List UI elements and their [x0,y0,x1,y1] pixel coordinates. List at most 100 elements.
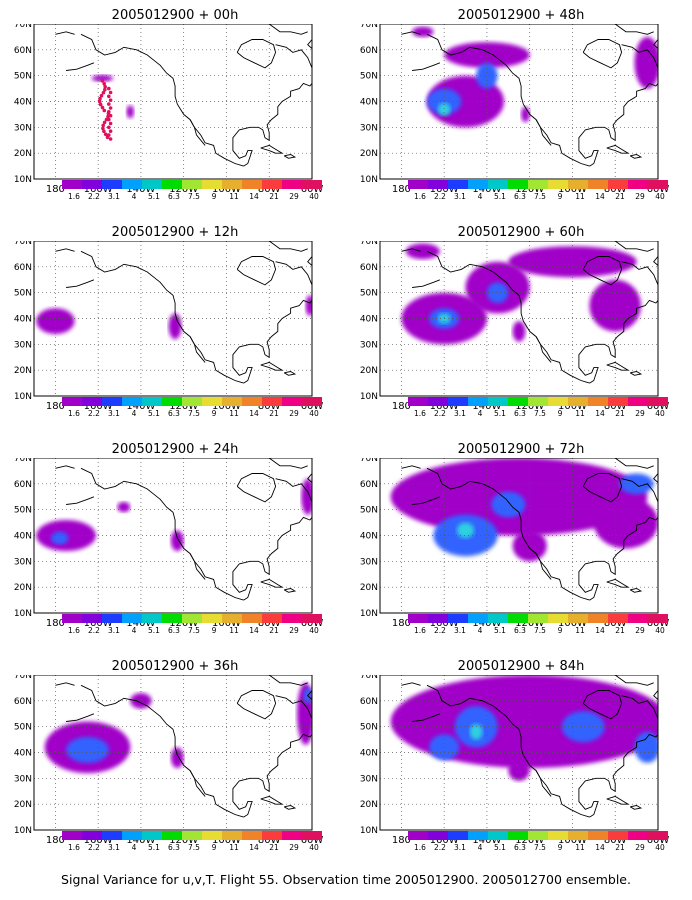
colorbar-swatch [122,831,143,840]
colorbar: 1.6 2.2 3.1 4 5.1 6.3 7.5 9 11 14 21 29 40 [62,397,322,418]
colorbar-swatch [62,397,83,406]
panel-title: 2005012900 + 60h [457,225,585,240]
coastline [236,473,277,503]
variance-region [491,491,526,518]
lon-tick-label: 160W [430,184,459,195]
variance-region [91,74,114,82]
coastline [268,241,308,252]
colorbar-label: 29 [289,409,299,418]
map-plot: 10N 20N 30N 40N 50N 60N 70N 180 160W 140W 120W 100W… [360,458,670,629]
lon-tick-label: 80W [604,401,627,412]
variance-region [437,102,451,116]
variance-region [66,737,109,763]
lon-tick-label: 100W [558,401,587,412]
colorbar-label: 40 [309,192,319,201]
colorbar-swatch [408,180,429,189]
coastline [535,336,552,363]
plot-frame [379,241,659,397]
colorbar-label: 6.3 [168,409,180,418]
coastline [275,478,312,503]
colorbar-swatch [428,397,449,406]
coastline [236,39,277,69]
observation-dot [97,99,102,104]
colorbar-swatch [628,614,649,623]
map-panel: 2005012900 + 36h 10N 20N 30N 40N 50N 60N 70N 180… [10,659,340,874]
colorbar-label: 2.2 [88,192,100,201]
lon-tick-label: 160W [430,618,459,629]
colorbar-label: 40 [309,409,319,418]
plot-frame [33,24,313,180]
colorbar-label: 4 [132,409,137,418]
observation-dot [107,86,111,91]
colorbar-label: 3.1 [108,626,120,635]
panel-title: 2005012900 + 12h [111,225,239,240]
lon-tick-label: 60W [647,618,670,629]
colorbar-label: 21 [269,843,279,852]
observation-dot [101,123,105,128]
colorbar-label: 2.2 [434,192,446,201]
lon-tick-label: 140W [126,835,155,846]
colorbar-label: 11 [229,409,239,418]
coastline [189,770,206,797]
lat-tick-label: 40N [14,98,32,108]
coastline [629,371,643,376]
lat-tick-label: 40N [360,532,378,542]
colorbar-swatch [222,614,243,623]
colorbar-swatch [468,180,489,189]
colorbar-label: 1.6 [414,192,426,201]
lat-tick-label: 10N [14,175,32,185]
plot-frame [379,24,659,180]
coastline [426,467,590,601]
colorbar-label: 29 [635,409,645,418]
lat-tick-label: 40N [360,98,378,108]
variance-region [634,731,658,763]
colorbar-swatch [102,614,123,623]
coastline [629,154,643,159]
colorbar-label: 14 [249,626,259,635]
lon-tick-label: 80W [604,835,627,846]
lat-tick-label: 20N [14,800,32,810]
colorbar-swatch [548,180,569,189]
coastline [606,578,630,588]
observation-dot [108,98,113,102]
coastline [80,684,244,818]
lat-tick-label: 20N [14,149,32,159]
lat-tick-label: 20N [360,149,378,159]
colorbar-swatch [282,180,303,189]
colorbar-swatch [448,397,469,406]
lon-tick-label: 140W [472,401,501,412]
map-plot: 10N 20N 30N 40N 50N 60N 70N 180 160W 140W 120W 100W… [360,24,669,195]
lat-tick-label: 20N [14,366,32,376]
colorbar-label: 1.6 [414,409,426,418]
colorbar-label: 1.6 [68,409,80,418]
coastline [275,695,312,720]
panel-title: 2005012900 + 84h [457,659,585,674]
lon-tick-label: 100W [558,618,587,629]
coastline [606,795,630,805]
lon-tick-label: 140W [126,401,155,412]
variance-region [593,496,658,549]
coastline [629,588,643,593]
lat-tick-label: 10N [14,609,32,619]
colorbar-swatch [608,831,629,840]
coastline [268,24,308,35]
colorbar-swatch [82,180,103,189]
colorbar-label: 9 [212,409,217,418]
lat-tick-label: 30N [360,340,378,350]
coastline [55,248,75,252]
colorbar-swatch [588,180,609,189]
coastline [578,516,658,601]
lon-tick-label: 180 [46,401,65,412]
colorbar-swatch [408,614,429,623]
colorbar-label: 14 [249,192,259,201]
colorbar-label: 5.1 [494,843,506,852]
colorbar-label: 11 [575,192,585,201]
colorbar-label: 2.2 [88,843,100,852]
colorbar-swatch [182,614,203,623]
colorbar-swatch [102,397,123,406]
colorbar-label: 5.1 [494,409,506,418]
colorbar-label: 4 [132,626,137,635]
colorbar-label: 5.1 [494,626,506,635]
panel-title: 2005012900 + 24h [111,442,239,457]
colorbar-swatch [222,180,243,189]
